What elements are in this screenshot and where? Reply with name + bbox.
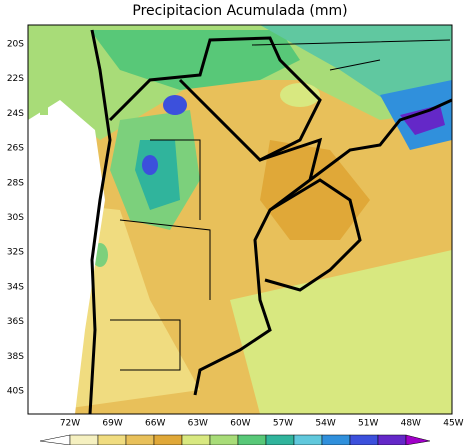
latitude-label: 28S [7,178,24,188]
longitude-label: 54W [315,419,335,429]
latitude-label: 40S [7,387,24,397]
latitude-label: 24S [7,109,24,119]
latitude-label: 38S [7,352,24,362]
longitude-label: 63W [188,419,208,429]
latitude-label: 34S [7,282,24,292]
latitude-label: 30S [7,213,24,223]
longitude-label: 57W [273,419,293,429]
longitude-label: 60W [230,419,250,429]
longitude-label: 51W [358,419,378,429]
latitude-label: 20S [7,40,24,50]
longitude-label: 48W [401,419,421,429]
colorbar [39,434,431,445]
latitude-label: 22S [7,74,24,84]
latitude-label: 26S [7,144,24,154]
longitude-label: 72W [60,419,80,429]
map-title: Precipitacion Acumulada (mm) [132,3,347,19]
longitude-label: 69W [102,419,122,429]
latitude-label: 36S [7,317,24,327]
latitude-label: 32S [7,248,24,258]
precipitation-field [28,25,452,414]
longitude-label: 45W [443,419,463,429]
map-frame [27,24,453,415]
borders [88,29,452,414]
longitude-label: 66W [145,419,165,429]
